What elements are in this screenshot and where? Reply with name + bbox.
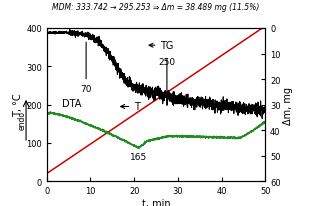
Text: T: T <box>121 102 140 112</box>
Text: 250: 250 <box>158 58 175 67</box>
Text: endo: endo <box>17 111 26 130</box>
Text: DTA: DTA <box>62 98 81 108</box>
Text: MDM: 333.742 → 295.253 ⇒ Δm = 38.489 mg (11.5%): MDM: 333.742 → 295.253 ⇒ Δm = 38.489 mg … <box>52 3 260 12</box>
Y-axis label: Δm, mg: Δm, mg <box>284 86 294 124</box>
X-axis label: t, min: t, min <box>142 198 170 206</box>
Text: 165: 165 <box>130 153 147 162</box>
Text: 70: 70 <box>80 84 92 93</box>
Text: TG: TG <box>149 41 174 51</box>
Y-axis label: T, °C: T, °C <box>13 93 23 117</box>
